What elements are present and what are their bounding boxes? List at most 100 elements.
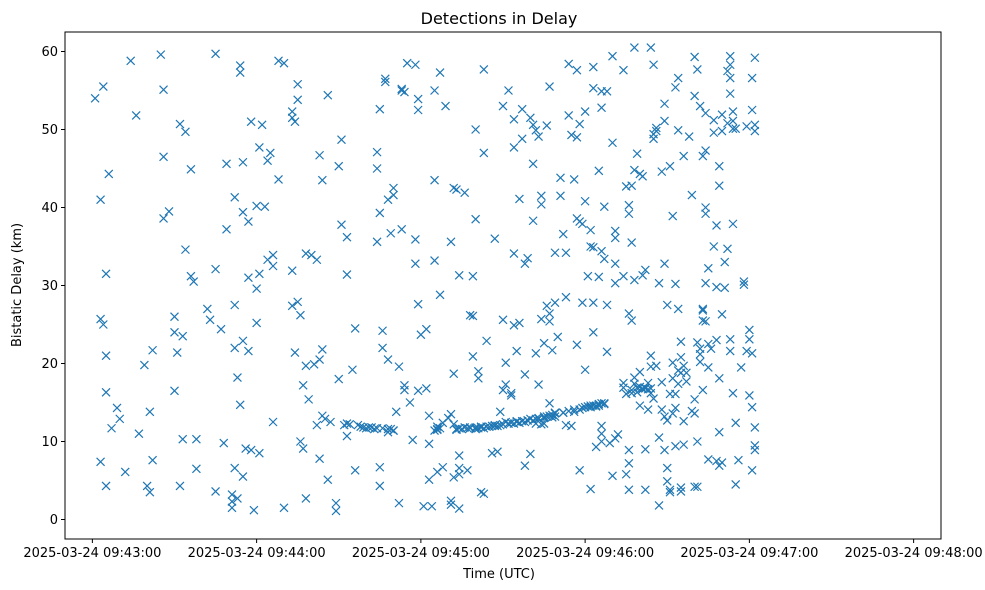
data-point xyxy=(98,82,108,92)
data-point xyxy=(657,167,667,177)
data-point xyxy=(649,394,658,404)
data-point xyxy=(671,279,680,289)
data-point xyxy=(660,116,669,126)
data-point xyxy=(252,201,262,211)
data-point xyxy=(342,419,352,428)
data-point xyxy=(446,496,456,506)
data-point xyxy=(638,270,648,280)
data-point xyxy=(580,196,590,206)
data-point xyxy=(468,311,478,321)
data-point xyxy=(619,271,628,281)
data-point xyxy=(515,318,524,328)
data-point xyxy=(660,445,669,455)
data-point xyxy=(684,132,694,141)
data-point xyxy=(112,403,122,413)
data-point xyxy=(257,120,267,130)
data-point xyxy=(654,433,664,443)
data-point xyxy=(731,418,741,428)
data-point xyxy=(471,424,481,434)
data-point xyxy=(290,348,300,358)
data-point xyxy=(211,486,220,496)
data-point xyxy=(394,498,404,508)
data-point xyxy=(734,455,743,465)
data-point xyxy=(750,126,760,136)
y-tick-label: 50 xyxy=(41,123,58,138)
data-point xyxy=(252,318,262,328)
data-point xyxy=(528,159,538,169)
data-point xyxy=(101,351,111,361)
data-point xyxy=(610,259,620,269)
data-point xyxy=(287,113,297,123)
data-point xyxy=(191,434,201,444)
data-point xyxy=(454,463,464,473)
data-point xyxy=(640,265,650,275)
data-point xyxy=(413,105,423,115)
data-point xyxy=(725,51,735,61)
data-point xyxy=(673,73,683,83)
data-point xyxy=(421,324,431,334)
data-point xyxy=(191,464,201,474)
data-point xyxy=(539,338,549,348)
data-point xyxy=(98,320,108,329)
data-point xyxy=(709,115,719,125)
data-point xyxy=(298,444,308,453)
data-point xyxy=(337,220,346,230)
data-point xyxy=(238,472,248,482)
data-point xyxy=(230,463,240,473)
data-point xyxy=(640,444,650,454)
data-point xyxy=(142,481,152,491)
data-point xyxy=(243,346,253,356)
data-point xyxy=(662,476,672,486)
data-point xyxy=(545,82,554,92)
data-point xyxy=(90,93,100,103)
data-point xyxy=(345,419,355,429)
data-point xyxy=(572,65,582,75)
data-point xyxy=(246,445,256,455)
data-point xyxy=(375,208,385,218)
data-point xyxy=(728,388,738,398)
data-point xyxy=(107,423,116,433)
data-point xyxy=(714,161,724,171)
data-point xyxy=(170,327,179,337)
data-point xyxy=(424,475,434,485)
data-point xyxy=(254,269,264,279)
data-point xyxy=(561,248,571,258)
data-point xyxy=(413,386,423,396)
data-point xyxy=(287,301,297,311)
y-tick-label: 10 xyxy=(41,435,58,450)
data-point xyxy=(424,439,434,449)
data-point xyxy=(714,427,724,437)
data-point xyxy=(588,298,598,308)
data-point xyxy=(186,271,196,281)
data-point xyxy=(542,301,552,311)
data-point xyxy=(386,424,396,434)
data-point xyxy=(624,458,634,468)
data-point xyxy=(550,298,560,308)
x-tick-label: 2025-03-24 09:43:00 xyxy=(23,546,161,561)
data-point xyxy=(673,125,683,135)
data-point xyxy=(717,458,727,467)
data-point xyxy=(211,264,220,274)
data-point xyxy=(126,56,136,66)
data-point xyxy=(495,407,505,417)
data-point xyxy=(703,263,713,273)
data-point xyxy=(572,132,582,142)
data-point xyxy=(676,483,686,492)
data-point xyxy=(657,405,667,414)
data-point xyxy=(545,316,554,326)
data-point xyxy=(635,401,645,411)
data-point xyxy=(665,487,675,497)
data-point xyxy=(389,183,398,193)
data-point xyxy=(331,506,341,516)
data-point xyxy=(709,128,719,138)
data-point xyxy=(723,66,732,76)
data-point xyxy=(520,461,530,471)
data-point xyxy=(139,360,149,370)
data-point xyxy=(408,435,418,445)
data-point xyxy=(586,242,596,251)
data-point xyxy=(170,386,179,396)
data-point xyxy=(172,348,182,358)
data-point xyxy=(430,86,439,95)
data-point xyxy=(717,126,727,136)
